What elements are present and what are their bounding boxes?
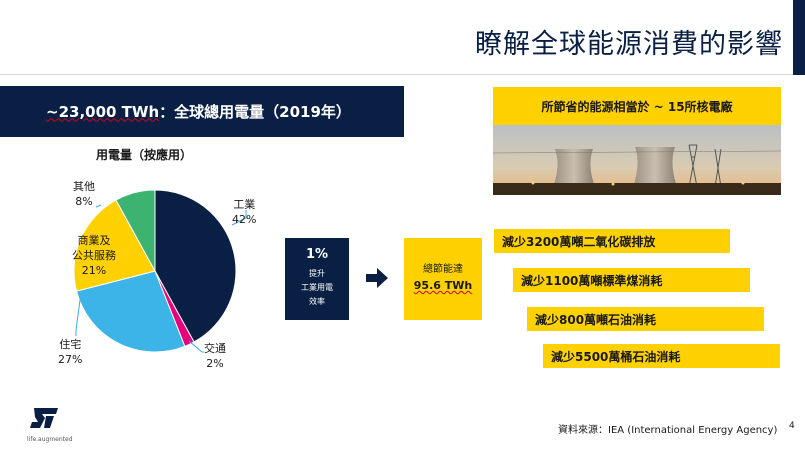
efficiency-box: 1% 提升 工業用電 效率 — [285, 238, 349, 320]
pie-label-residential: 住宅 27% — [58, 337, 82, 367]
pie-chart — [73, 189, 247, 353]
leader-line-transport — [188, 340, 204, 353]
saving-coal: 減少1100萬噸標準煤消耗 — [513, 268, 750, 292]
leader-line-industry — [231, 210, 247, 226]
page-number: 4 — [789, 421, 795, 431]
efficiency-percent: 1% — [305, 247, 329, 262]
total-consumption-value: ~23,000 TWh — [46, 102, 160, 121]
saving-oil-tons: 減少800萬噸石油消耗 — [527, 307, 764, 331]
pie-label-commercial-line1: 商業及 — [77, 234, 111, 247]
title-accent-bar — [793, 0, 805, 75]
saving-co2: 減少3200萬噸二氧化碳排放 — [494, 229, 730, 253]
source-note: 資料來源：IEA (International Energy Agency) — [558, 425, 778, 436]
pie-label-residential-value: 27% — [58, 353, 83, 366]
total-saving-box: 總節能達 95.6 TWh — [404, 238, 482, 320]
leader-lines — [75, 204, 247, 353]
pie-label-industry-name: 工業 — [233, 198, 256, 211]
chart-title: 用電量（按應用） — [96, 148, 193, 162]
pie-label-commercial: 商業及 公共服務 21% — [72, 233, 116, 278]
pie-label-residential-name: 住宅 — [59, 338, 82, 351]
total-saving-value: 95.6 TWh — [404, 278, 482, 294]
leader-line-others — [95, 204, 102, 208]
pie-label-industry-value: 42% — [232, 213, 257, 226]
nuclear-plant-label: 所節省的能源相當於 ~ 15所核電廠 — [493, 87, 781, 125]
leader-line-residential — [75, 299, 81, 336]
efficiency-desc-line1: 提升 — [309, 269, 325, 278]
pie-label-others-name: 其他 — [73, 180, 95, 193]
saving-oil-barrels: 減少5500萬桶石油消耗 — [543, 344, 780, 368]
efficiency-desc-line3: 效率 — [309, 297, 325, 306]
logo-tagline: life.augmented — [27, 436, 73, 443]
nuclear-plant-image — [493, 125, 781, 195]
pie-label-others-value: 8% — [75, 195, 93, 208]
pie-slice-industry — [154, 189, 237, 343]
total-saving-value-text: 95.6 TWh — [413, 279, 473, 292]
pie-label-transport: 交通 2% — [204, 341, 226, 371]
total-consumption-text: ：全球總用電量（2019年） — [159, 103, 351, 121]
pie-label-others: 其他 8% — [73, 179, 95, 209]
st-logo-icon — [30, 408, 58, 428]
slide-title: 瞭解全球能源消費的影響 — [475, 29, 783, 60]
pie-label-transport-name: 交通 — [204, 342, 226, 355]
total-saving-label: 總節能達 — [423, 264, 463, 275]
pie-label-industry: 工業 42% — [232, 197, 256, 227]
pie-label-transport-value: 2% — [206, 357, 224, 370]
total-consumption-banner: ~23,000 TWh ：全球總用電量（2019年） — [0, 86, 404, 137]
pie-label-commercial-line2: 公共服務 — [72, 249, 116, 262]
right-arrow-icon — [366, 268, 388, 288]
pie-label-commercial-value: 21% — [81, 264, 107, 277]
efficiency-desc-line2: 工業用電 — [301, 283, 333, 292]
pie-slice-residential — [75, 270, 186, 353]
title-divider — [0, 74, 805, 75]
pie-slice-commercial — [73, 199, 156, 292]
pie-slice-others — [115, 189, 156, 272]
